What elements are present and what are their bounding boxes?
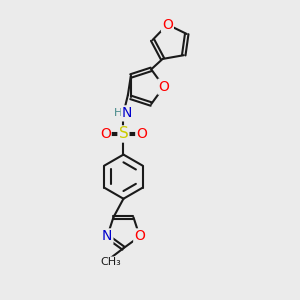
Text: O: O (100, 127, 111, 141)
Text: O: O (134, 230, 145, 243)
Text: O: O (158, 80, 169, 94)
Text: O: O (136, 127, 147, 141)
Text: O: O (162, 17, 173, 32)
Text: CH₃: CH₃ (101, 257, 122, 267)
Text: H: H (114, 108, 122, 118)
Text: N: N (102, 230, 112, 243)
Text: N: N (122, 106, 132, 120)
Text: S: S (118, 127, 128, 142)
